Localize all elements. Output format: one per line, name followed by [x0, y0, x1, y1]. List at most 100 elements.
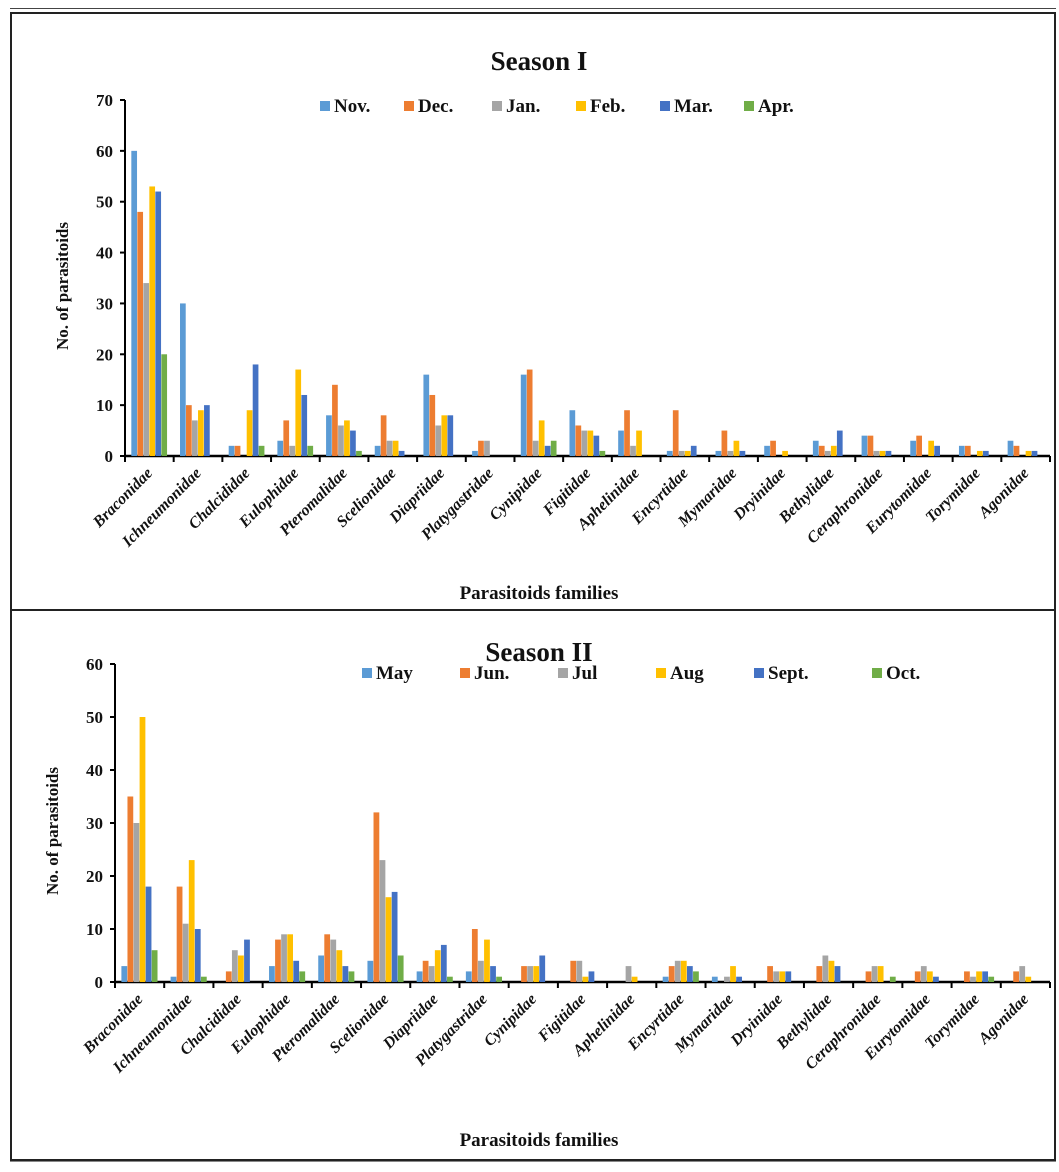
y-tick-label: 50	[86, 708, 103, 727]
bar	[186, 405, 192, 456]
bar	[520, 374, 527, 456]
bar	[666, 450, 673, 456]
bar	[447, 415, 454, 456]
y-tick-label: 40	[86, 761, 103, 780]
bar	[934, 445, 940, 456]
legend-label: Jun.	[474, 663, 509, 684]
legend-label: Jan.	[506, 96, 540, 117]
bar	[423, 374, 430, 456]
bar	[733, 440, 740, 456]
bar	[326, 415, 332, 456]
bar	[730, 966, 736, 982]
bar	[630, 445, 636, 456]
bar	[295, 369, 302, 456]
bar	[581, 430, 588, 456]
bar	[342, 966, 349, 982]
bar	[299, 971, 306, 982]
bar	[441, 415, 448, 456]
bar	[715, 450, 722, 456]
bar	[988, 976, 995, 982]
bar	[879, 450, 886, 456]
y-tick-label: 0	[105, 447, 114, 466]
x-axis-title: Parasitoids families	[460, 1130, 619, 1151]
bar	[155, 191, 162, 457]
bar	[1013, 445, 1020, 456]
bar	[200, 976, 207, 982]
legend-swatch	[362, 668, 372, 678]
bar	[133, 823, 140, 982]
bar	[674, 960, 681, 982]
y-tick-label: 10	[86, 920, 103, 939]
bar	[161, 354, 168, 456]
bar	[690, 445, 697, 456]
bar	[386, 440, 393, 456]
bar	[668, 966, 675, 982]
bar	[490, 966, 496, 982]
bar	[397, 955, 404, 982]
bar	[570, 960, 577, 982]
legend-label: Jul	[572, 663, 597, 684]
bar	[976, 450, 983, 456]
bar	[828, 960, 835, 982]
bar	[234, 445, 241, 456]
bar	[228, 445, 235, 456]
bar	[356, 450, 362, 456]
bar	[344, 420, 350, 456]
y-tick-label: 40	[96, 244, 113, 263]
plot-area: 0102030405060BraconidaeIchneumonidaeChal…	[80, 655, 1051, 1077]
bar	[281, 934, 287, 982]
bar	[180, 303, 186, 456]
bar	[538, 420, 545, 456]
legend-swatch	[576, 101, 586, 111]
bar	[429, 394, 436, 456]
bar	[465, 971, 472, 982]
bar	[350, 430, 356, 456]
bar	[143, 283, 150, 456]
bar	[324, 934, 331, 982]
bar	[575, 425, 582, 456]
y-tick-label: 50	[96, 193, 113, 212]
x-tick-label: Agonidae	[975, 465, 1032, 522]
bar	[532, 440, 539, 456]
legend-label: May	[376, 663, 413, 684]
bar	[1019, 966, 1026, 982]
bar	[889, 976, 896, 982]
bar	[569, 410, 576, 456]
bar	[914, 971, 921, 982]
legend-label: Aug	[670, 663, 704, 684]
bar	[544, 445, 551, 456]
bar	[398, 450, 405, 456]
bar	[478, 960, 484, 982]
bar	[1025, 450, 1032, 456]
bar	[916, 435, 922, 456]
bar	[1031, 450, 1038, 456]
bar	[865, 971, 872, 982]
bar	[684, 450, 691, 456]
bar	[871, 966, 878, 982]
bar	[332, 384, 338, 456]
bar	[330, 939, 337, 982]
legend-swatch	[320, 101, 330, 111]
bar	[982, 450, 989, 456]
y-tick-label: 0	[95, 973, 104, 992]
y-tick-label: 10	[96, 396, 113, 415]
bar	[970, 976, 976, 982]
bar	[693, 971, 699, 982]
legend-label: Nov.	[334, 96, 370, 117]
bar	[818, 445, 825, 456]
season-2-chart: Season II Parasitoids families No. of pa…	[43, 637, 1051, 1151]
y-tick-label: 70	[96, 91, 113, 110]
bar	[131, 150, 138, 456]
bar	[678, 450, 685, 456]
bar	[293, 960, 300, 982]
y-tick-label: 20	[96, 345, 113, 364]
legend-label: Feb.	[590, 96, 625, 117]
bar	[976, 971, 982, 982]
legend-label: Dec.	[418, 96, 453, 117]
y-tick-label: 30	[96, 294, 113, 313]
y-tick-label: 30	[86, 814, 103, 833]
bar	[587, 430, 594, 456]
bar	[440, 944, 447, 982]
bar	[873, 450, 880, 456]
bar	[380, 415, 387, 456]
